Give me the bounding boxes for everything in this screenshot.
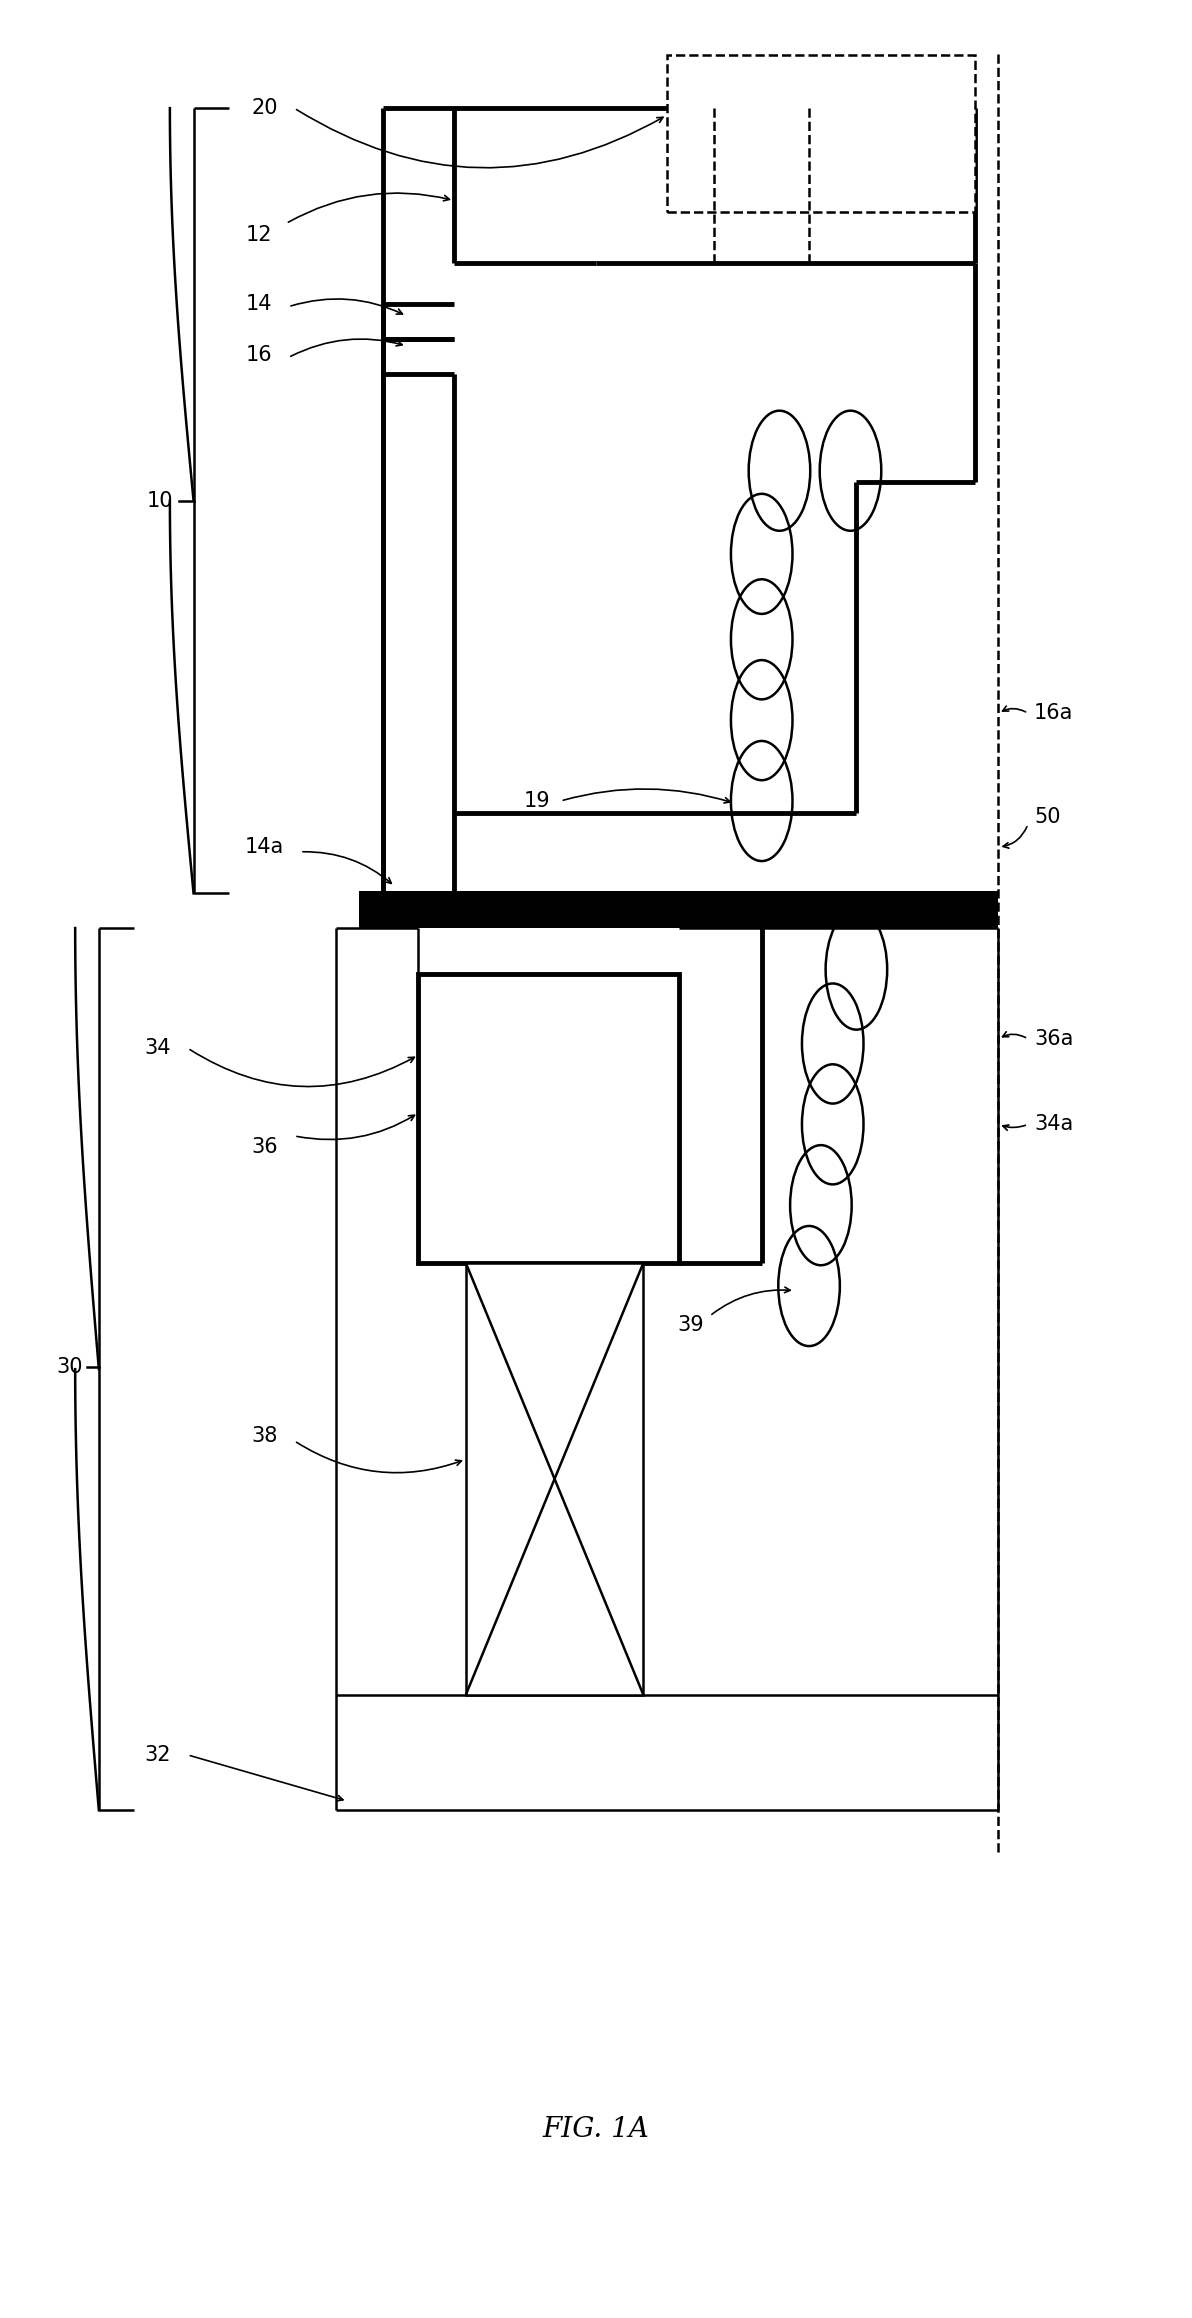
Text: 19: 19 [523,790,551,811]
Text: 14: 14 [246,294,272,315]
Text: 16a: 16a [1033,702,1073,723]
Text: 36: 36 [252,1138,278,1157]
Bar [466,1263,644,1694]
Bar [418,974,679,1263]
Text: 34: 34 [144,1038,172,1057]
Text: 34a: 34a [1033,1115,1073,1134]
Text: 20: 20 [252,97,278,118]
Text: 32: 32 [144,1745,172,1764]
Bar [359,890,999,927]
Text: 30: 30 [56,1356,82,1377]
Text: 14a: 14a [244,837,284,858]
Text: FIG. 1A: FIG. 1A [542,2116,650,2142]
Text: 39: 39 [677,1314,704,1335]
Bar [668,56,975,211]
Text: 38: 38 [252,1426,278,1446]
Text: 50: 50 [1033,807,1061,828]
Text: 36a: 36a [1033,1029,1073,1050]
Text: 10: 10 [147,491,174,510]
Text: 16: 16 [246,345,272,366]
Text: 12: 12 [246,225,272,246]
